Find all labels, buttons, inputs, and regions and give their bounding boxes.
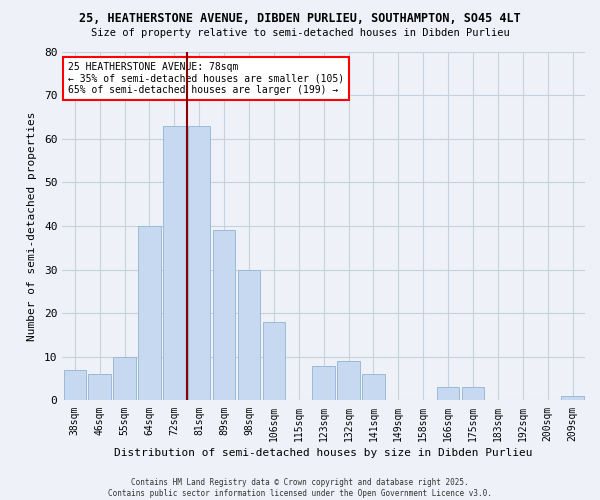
Bar [64,370,86,400]
Text: Size of property relative to semi-detached houses in Dibden Purlieu: Size of property relative to semi-detach… [91,28,509,38]
Text: 25, HEATHERSTONE AVENUE, DIBDEN PURLIEU, SOUTHAMPTON, SO45 4LT: 25, HEATHERSTONE AVENUE, DIBDEN PURLIEU,… [79,12,521,26]
Bar [113,357,136,401]
Bar [188,126,211,400]
Bar [462,388,484,400]
Bar [562,396,584,400]
Text: Contains HM Land Registry data © Crown copyright and database right 2025.
Contai: Contains HM Land Registry data © Crown c… [108,478,492,498]
Text: 25 HEATHERSTONE AVENUE: 78sqm
← 35% of semi-detached houses are smaller (105)
65: 25 HEATHERSTONE AVENUE: 78sqm ← 35% of s… [68,62,344,95]
Bar [437,388,460,400]
Bar [263,322,285,400]
Bar [138,226,161,400]
Bar [88,374,111,400]
Bar [337,361,360,401]
Bar [238,270,260,400]
Bar [163,126,185,400]
X-axis label: Distribution of semi-detached houses by size in Dibden Purlieu: Distribution of semi-detached houses by … [115,448,533,458]
Bar [213,230,235,400]
Bar [362,374,385,400]
Y-axis label: Number of semi-detached properties: Number of semi-detached properties [27,111,37,340]
Bar [313,366,335,400]
